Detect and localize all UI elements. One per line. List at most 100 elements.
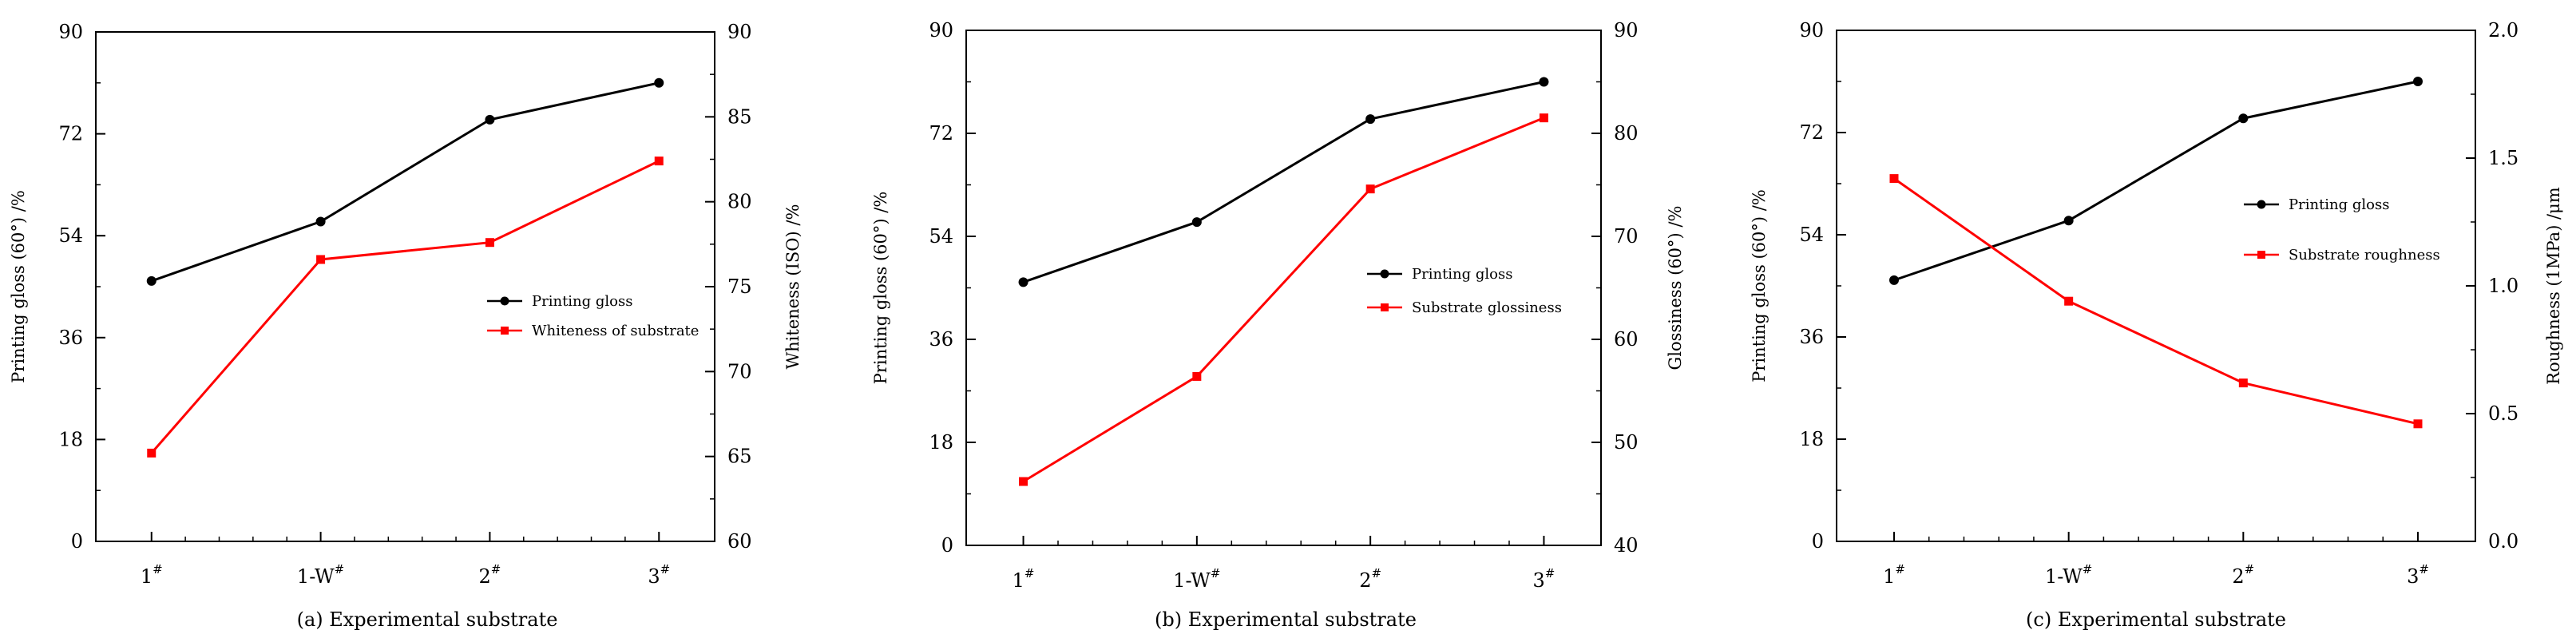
data-point [1192, 372, 1201, 381]
data-point [1192, 217, 1202, 227]
left-y-tick-label: 36 [929, 328, 953, 351]
x-tick-label: 2# [1359, 566, 1381, 592]
right-y-tick-label: 2.0 [2488, 19, 2519, 42]
x-tick-label-base: 2 [478, 565, 490, 588]
x-tick-label: 1# [1883, 562, 1905, 588]
left-y-tick-label: 0 [71, 530, 83, 553]
left-y-tick-label: 90 [1799, 19, 1824, 42]
data-point [316, 255, 325, 264]
x-tick-label-base: 2 [2232, 565, 2244, 588]
left-y-tick-label: 90 [58, 21, 83, 43]
x-tick-label: 1# [141, 562, 163, 588]
left-y-tick-label: 72 [929, 122, 953, 145]
x-tick-label-superscript: # [335, 562, 345, 577]
x-tick-label-base: 1 [141, 565, 153, 588]
right-y-tick-label: 80 [1614, 122, 1639, 145]
left-y-tick-label: 72 [1799, 121, 1824, 144]
x-tick-label-superscript: # [1545, 566, 1556, 581]
left-y-tick-label: 72 [58, 123, 83, 145]
right-y-tick-label: 90 [1614, 19, 1639, 42]
right-y-tick-label: 40 [1614, 534, 1639, 557]
legend-marker [501, 327, 509, 335]
series-line-substrate [1894, 179, 2418, 424]
legend-label: Printing gloss [2289, 196, 2389, 213]
panel-caption: (c) Experimental substrate [2026, 608, 2286, 631]
x-tick-label-base: 3 [1533, 569, 1545, 592]
data-point [485, 238, 494, 247]
data-point [655, 157, 664, 165]
data-point [147, 276, 157, 286]
right-y-tick-label: 90 [727, 21, 752, 43]
x-tick-label-base: 1-W [1173, 569, 1211, 592]
x-tick-label-superscript: # [2245, 562, 2255, 577]
plot-frame [1837, 30, 2475, 541]
panel-caption: (b) Experimental substrate [1155, 608, 1417, 631]
data-point [2413, 77, 2423, 86]
left-y-tick-label: 54 [929, 225, 953, 248]
right-y-tick-label: 0.0 [2488, 530, 2519, 553]
data-point [1890, 174, 1899, 183]
x-tick-label-superscript: # [2419, 562, 2429, 577]
legend-marker [1381, 303, 1389, 311]
left-y-tick-label: 90 [929, 19, 953, 42]
x-tick-label-base: 1 [1883, 565, 1895, 588]
data-point [316, 216, 326, 226]
left-axis-title: Printing gloss (60°) /% [1750, 189, 1769, 382]
right-y-tick-label: 50 [1614, 431, 1639, 454]
x-tick-label-base: 3 [2407, 565, 2419, 588]
right-y-tick-label: 75 [727, 275, 752, 298]
right-axis-title: Glossiness (60°) /% [1666, 206, 1685, 370]
series-line-printing-gloss [1024, 82, 1544, 283]
x-tick-label: 2# [478, 562, 501, 588]
x-tick-label: 3# [648, 562, 670, 588]
x-tick-label: 3# [2407, 562, 2429, 588]
left-y-tick-label: 18 [58, 428, 83, 450]
left-y-tick-label: 18 [1799, 428, 1824, 450]
legend-marker [1381, 270, 1389, 279]
right-y-tick-label: 65 [727, 446, 752, 468]
right-y-tick-label: 0.5 [2488, 402, 2519, 425]
data-point [1889, 275, 1899, 285]
right-y-tick-label: 60 [727, 530, 752, 553]
left-y-tick-label: 0 [1812, 530, 1824, 553]
right-axis-title: Roughness (1MPa) /μm [2544, 187, 2563, 384]
panel-caption: (a) Experimental substrate [297, 608, 558, 631]
x-tick-label-superscript: # [1895, 562, 1905, 577]
left-axis-title: Printing gloss (60°) /% [871, 192, 890, 385]
legend-label: Substrate roughness [2289, 247, 2440, 264]
right-y-tick-label: 60 [1614, 328, 1639, 351]
x-tick-label-base: 1-W [2045, 565, 2083, 588]
left-y-tick-label: 36 [58, 327, 83, 349]
left-y-tick-label: 0 [941, 534, 953, 557]
left-axis-title: Printing gloss (60°) /% [9, 190, 28, 383]
plot-frame [96, 32, 715, 541]
legend-marker [501, 297, 509, 306]
x-tick-label-base: 1-W [297, 565, 335, 588]
right-y-tick-label: 80 [727, 191, 752, 213]
x-tick-label-superscript: # [491, 562, 501, 577]
x-tick-label: 2# [2232, 562, 2254, 588]
legend-label: Substrate glossiness [1412, 299, 1562, 316]
data-point [2414, 419, 2423, 428]
data-point [1019, 277, 1028, 287]
left-y-tick-label: 54 [58, 224, 83, 247]
data-point [2064, 297, 2073, 306]
data-point [2239, 378, 2248, 387]
right-y-tick-label: 85 [727, 105, 752, 128]
chart-panel-3: 018365472900.00.51.01.52.01# 1-W# 2# 3#Prin… [1750, 19, 2563, 631]
left-y-tick-label: 54 [1799, 224, 1824, 246]
data-point [2064, 216, 2074, 225]
x-tick-label-superscript: # [153, 562, 163, 577]
right-y-tick-label: 70 [1614, 225, 1639, 248]
legend-label: Whiteness of substrate [532, 323, 699, 339]
data-point [1366, 184, 1375, 193]
figure-canvas: 01836547290606570758085901# 1-W# 2# 3#Print… [0, 0, 2576, 634]
left-y-tick-label: 18 [929, 431, 953, 454]
data-point [1019, 477, 1028, 486]
x-tick-label: 1-W# [297, 562, 344, 588]
legend-marker [2257, 200, 2266, 209]
x-tick-label: 1# [1013, 566, 1035, 592]
right-y-tick-label: 1.5 [2488, 147, 2519, 169]
x-tick-label-superscript: # [660, 562, 671, 577]
